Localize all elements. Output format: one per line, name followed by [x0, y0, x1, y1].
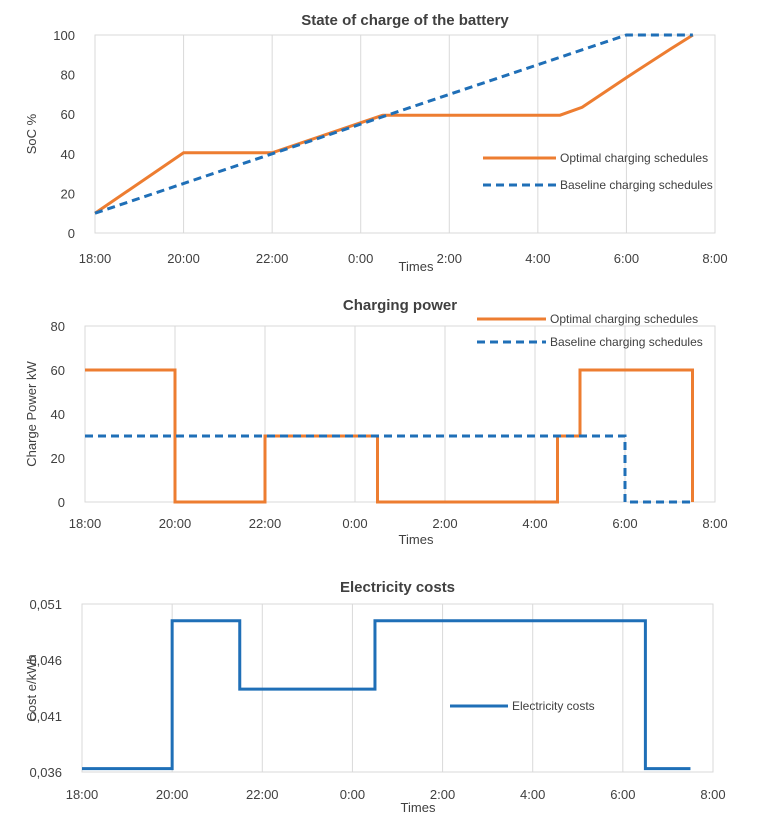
legend-label: Electricity costs [512, 699, 595, 713]
power-chart: 18:00 20:00 22:00 0:00 2:00 4:00 6:00 8:00 0 20 40… [24, 297, 728, 547]
x-tick-label: 20:00 [167, 251, 200, 266]
y-tick-label: 40 [51, 407, 65, 422]
x-tick-label: 2:00 [437, 251, 462, 266]
legend-label: Optimal charging schedules [560, 151, 708, 165]
series-line-power-1 [85, 434, 693, 504]
x-tick-label: 20:00 [156, 787, 189, 802]
x-tick-label: 6:00 [612, 516, 637, 531]
plot-area [84, 325, 716, 503]
y-tick-label: 0 [58, 495, 65, 510]
x-axis-label: Times [399, 532, 434, 547]
series-line-cost-0 [82, 619, 691, 771]
x-tick-label: 22:00 [256, 251, 289, 266]
x-tick-label: 8:00 [702, 251, 727, 266]
y-tick-label: 40 [61, 147, 75, 162]
x-tick-label: 18:00 [66, 787, 99, 802]
y-tick-label: 0,036 [29, 765, 62, 780]
x-tick-label: 0:00 [342, 516, 367, 531]
chart-title: Charging power [343, 297, 457, 314]
x-tick-label: 6:00 [610, 787, 635, 802]
y-tick-label: 0,041 [29, 709, 62, 724]
series-line-soc-1 [94, 33, 693, 215]
chart-title: State of charge of the battery [301, 12, 509, 29]
x-tick-label: 18:00 [79, 251, 112, 266]
chart-title: Electricity costs [340, 579, 455, 596]
x-tick-label: 18:00 [69, 516, 102, 531]
legend-label: Optimal charging schedules [550, 312, 698, 326]
y-tick-label: 100 [53, 28, 75, 43]
y-tick-label: 0,046 [29, 653, 62, 668]
y-tick-label: 0 [68, 226, 75, 241]
y-axis-label: Cost e/kWh [24, 654, 39, 721]
x-tick-label: 22:00 [249, 516, 282, 531]
x-axis-label: Times [401, 800, 436, 815]
x-tick-label: 8:00 [700, 787, 725, 802]
legend-label: Baseline charging schedules [550, 335, 703, 349]
x-tick-label: 2:00 [432, 516, 457, 531]
y-axis-label: Charge Power kW [24, 361, 39, 467]
cost-chart: 18:00 20:00 22:00 0:00 2:00 4:00 6:00 8:00 0,036… [24, 579, 726, 815]
y-tick-label: 60 [51, 363, 65, 378]
x-tick-label: 0:00 [348, 251, 373, 266]
series-line-soc-0 [94, 33, 694, 215]
legend-label: Baseline charging schedules [560, 178, 713, 192]
y-tick-label: 20 [61, 186, 75, 201]
x-axis-label: Times [399, 259, 434, 274]
y-tick-label: 0,051 [29, 597, 62, 612]
y-tick-label: 80 [51, 319, 65, 334]
x-tick-label: 8:00 [702, 516, 727, 531]
plot-area [94, 34, 716, 234]
x-tick-label: 22:00 [246, 787, 279, 802]
x-tick-label: 6:00 [614, 251, 639, 266]
y-tick-label: 20 [51, 451, 65, 466]
x-tick-label: 4:00 [522, 516, 547, 531]
plot-area [81, 603, 714, 773]
x-tick-label: 4:00 [525, 251, 550, 266]
soc-chart: 18:00 20:00 22:00 0:00 2:00 4:00 6:00 8:00 0 20 40… [24, 12, 728, 274]
x-tick-label: 0:00 [340, 787, 365, 802]
x-tick-label: 20:00 [159, 516, 192, 531]
x-tick-label: 4:00 [520, 787, 545, 802]
series-line-power-0 [85, 368, 694, 504]
x-tick-label: 2:00 [430, 787, 455, 802]
y-tick-label: 60 [61, 107, 75, 122]
y-tick-label: 80 [61, 68, 75, 83]
y-axis-label: SoC % [24, 113, 39, 154]
